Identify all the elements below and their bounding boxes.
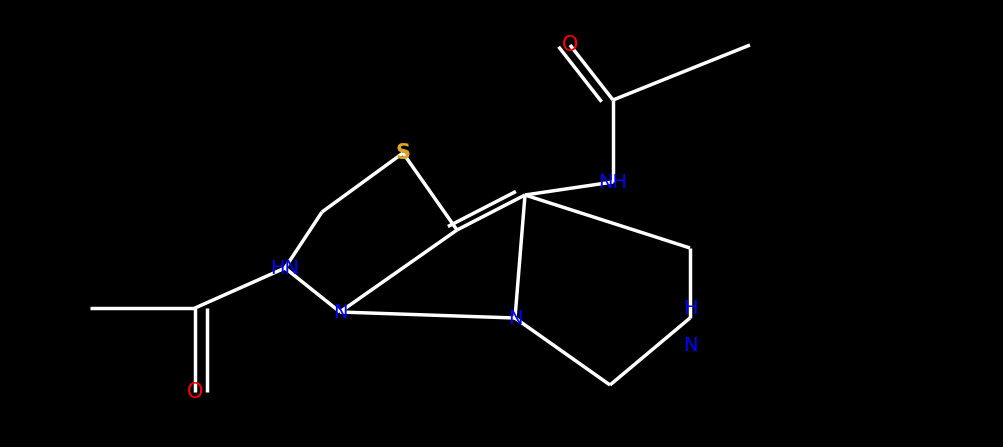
Text: O: O	[187, 382, 203, 402]
Text: NH: NH	[598, 173, 627, 191]
Text: H: H	[682, 299, 696, 318]
Text: N: N	[508, 308, 522, 328]
Text: HN: HN	[270, 258, 299, 278]
Text: N: N	[332, 303, 347, 321]
Text: S: S	[395, 143, 410, 163]
Text: O: O	[562, 35, 578, 55]
Text: N: N	[682, 336, 696, 355]
